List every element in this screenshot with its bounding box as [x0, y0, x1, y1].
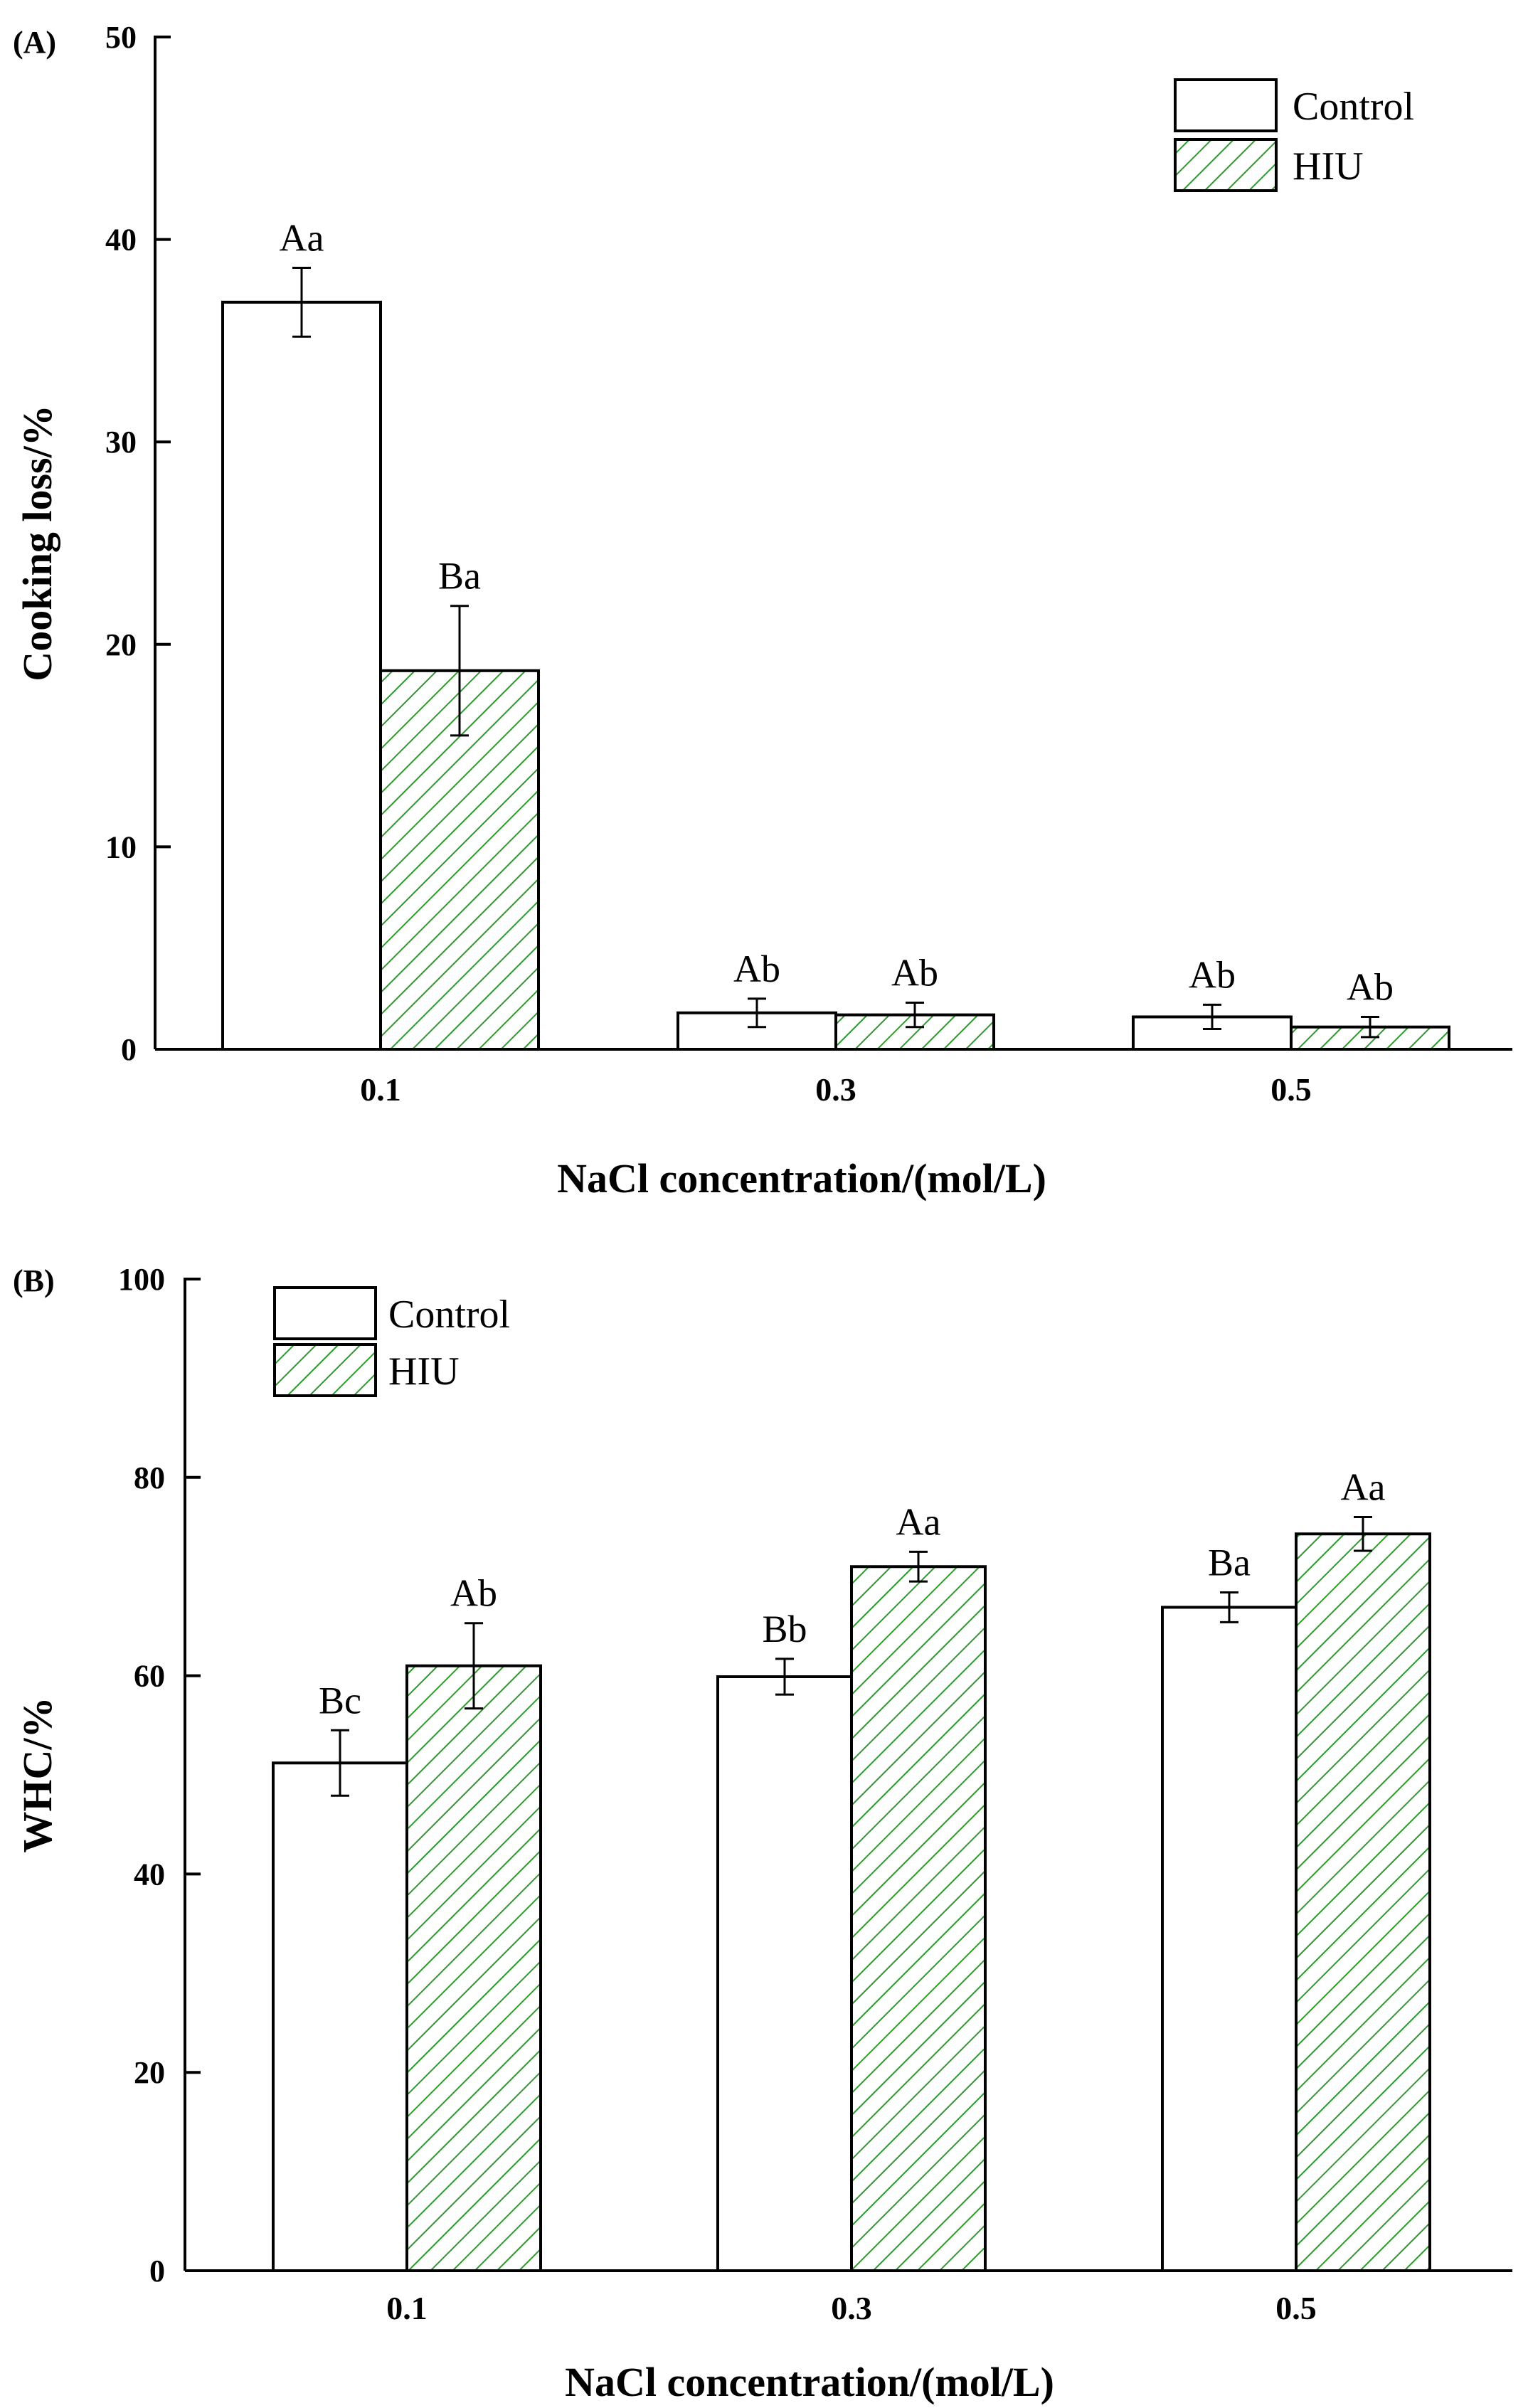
y-tick-label: 10	[105, 829, 137, 864]
x-axis-title: NaCl concentration/(mol/L)	[557, 1155, 1046, 1202]
control-bar	[716, 1675, 853, 2272]
significance-label: Ab	[891, 952, 938, 995]
x-tick-label: 0.5	[1270, 1071, 1312, 1108]
y-axis-title: Cooking loss/%	[14, 405, 60, 681]
significance-label: Ab	[1347, 965, 1394, 1008]
legend: Control HIU	[1174, 78, 1414, 192]
y-tick-label: 20	[134, 2055, 165, 2090]
hiu-bar	[850, 1565, 987, 2272]
y-tick-label: 100	[118, 1262, 165, 1297]
legend-label-hiu: HIU	[1293, 144, 1364, 189]
legend: Control HIU	[273, 1286, 510, 1397]
y-axis-title: WHC/%	[14, 1697, 60, 1852]
legend-label-control: Control	[1293, 85, 1414, 129]
x-tick-label: 0.5	[1275, 2290, 1317, 2326]
control-bar	[1161, 1606, 1298, 2273]
x-tick-label: 0.1	[386, 2290, 428, 2326]
panel-label: (B)	[13, 1263, 55, 1298]
significance-label: Ab	[1189, 953, 1236, 996]
legend-swatch-hiu	[1174, 138, 1278, 192]
x-tick-label: 0.3	[831, 2290, 872, 2326]
significance-label: Aa	[896, 1500, 941, 1543]
legend-swatch-control	[1174, 78, 1278, 132]
y-tick-label: 30	[105, 425, 137, 460]
x-tick-label: 0.3	[815, 1071, 856, 1108]
y-tick-label: 60	[134, 1659, 165, 1694]
significance-label: Ba	[438, 555, 481, 598]
legend-swatch-hiu	[273, 1343, 377, 1397]
y-tick-label: 0	[121, 1032, 137, 1067]
x-tick-label: 0.1	[360, 1071, 401, 1108]
significance-label: Ab	[733, 948, 780, 990]
y-tick-label: 40	[105, 223, 137, 258]
significance-label: Bc	[319, 1679, 361, 1722]
y-tick-label: 0	[149, 2254, 165, 2288]
significance-label: Ba	[1208, 1542, 1251, 1584]
control-bar	[272, 1761, 408, 2272]
control-bar	[221, 300, 382, 1051]
y-tick-label: 80	[134, 1460, 165, 1495]
significance-label: Aa	[1341, 1466, 1386, 1509]
y-tick-label: 50	[105, 20, 137, 55]
significance-label: Bb	[762, 1608, 807, 1650]
chart-panel-a: (A) 0 10 20 30 40 50 Cooking loss/% 0.1 0.3 0.5 NaC…	[13, 20, 1512, 1202]
hiu-bar	[405, 1664, 542, 2272]
legend-label-hiu: HIU	[388, 1349, 460, 1394]
y-tick-label: 40	[134, 1857, 165, 1892]
legend-swatch-control	[273, 1286, 377, 1340]
y-tick-label: 20	[105, 627, 137, 662]
chart-panel-b: (B) 0 20 40 60 80 100 WHC/% 0.1 0.3 0.5 NaCl concen…	[13, 1262, 1512, 2405]
significance-label: Ab	[450, 1572, 497, 1615]
hiu-bar	[1295, 1532, 1431, 2272]
x-axis-title: NaCl concentration/(mol/L)	[565, 2359, 1054, 2404]
legend-label-control: Control	[388, 1293, 510, 1337]
significance-label: Aa	[280, 216, 324, 259]
panel-label: (A)	[13, 25, 56, 60]
